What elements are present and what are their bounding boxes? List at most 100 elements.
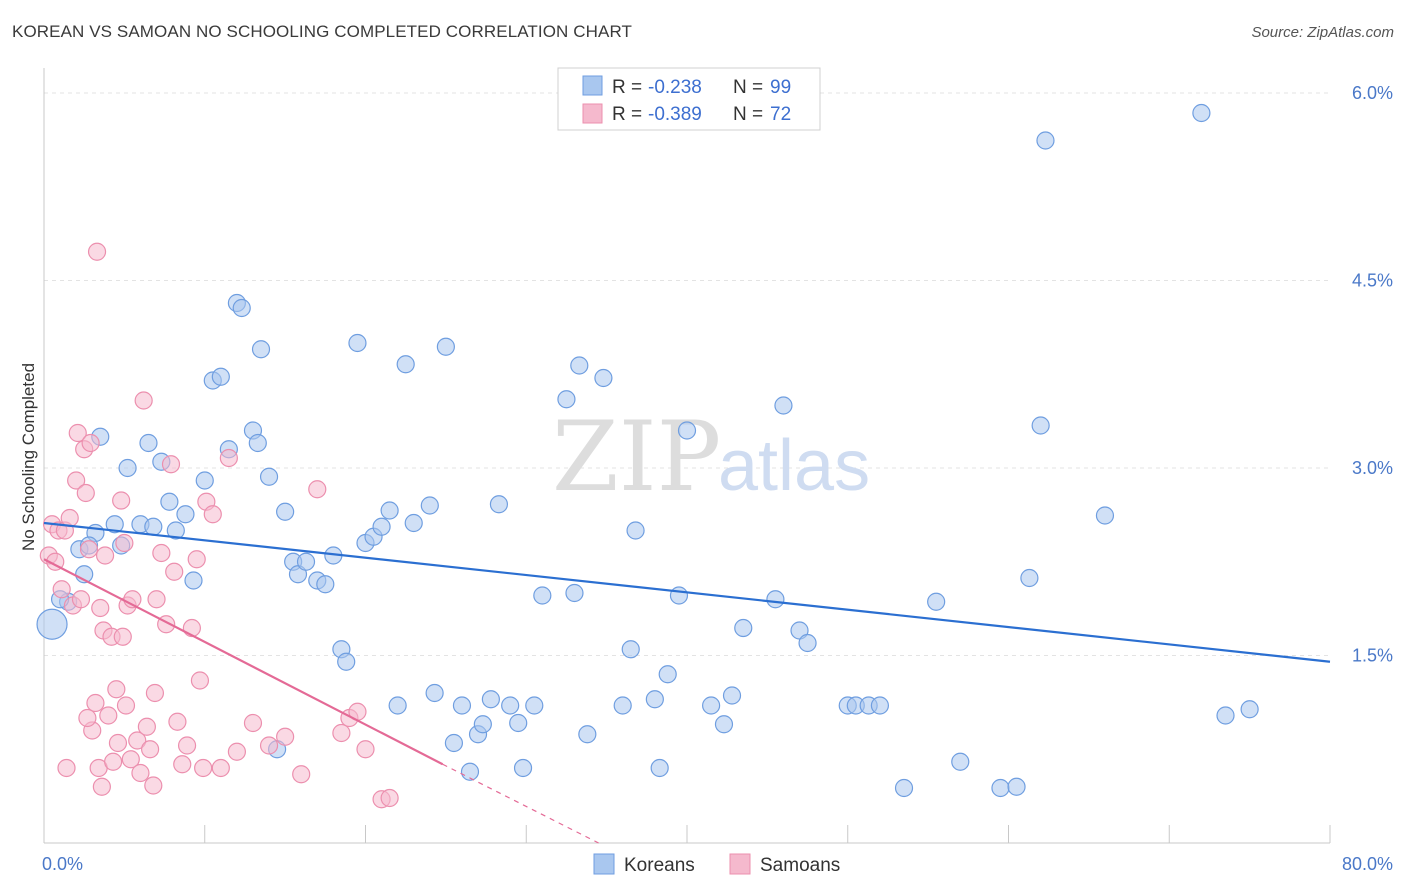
- samoans-point: [87, 242, 107, 261]
- samoans-point: [165, 562, 184, 581]
- koreans-point: [714, 715, 734, 734]
- legend: R = -0.238 N = 99 R = -0.389 N = 72: [557, 67, 821, 131]
- koreans-point: [452, 696, 472, 715]
- koreans-point: [774, 396, 793, 415]
- koreans-point: [232, 298, 251, 318]
- samoans-point: [116, 696, 136, 715]
- samoans-point: [91, 598, 110, 618]
- koreans-point: [509, 713, 528, 733]
- legend-r-label-samoans: R =: [612, 104, 642, 125]
- y-tick-label-0: 1.5%: [1352, 646, 1393, 666]
- chart-title: KOREAN VS SAMOAN NO SCHOOLING COMPLETED …: [12, 22, 632, 41]
- koreans-point: [766, 590, 785, 609]
- legend-r-value-samoans: -0.389: [648, 104, 702, 125]
- bottom-legend-swatch-koreans: [593, 853, 615, 875]
- trend-lines: [43, 521, 1331, 844]
- bottom-legend-label-koreans: Koreans: [624, 855, 695, 876]
- y-tick-label-1: 3.0%: [1352, 458, 1393, 478]
- koreans-point: [734, 618, 753, 638]
- koreans-point: [1216, 706, 1235, 725]
- samoans-point: [276, 727, 295, 746]
- samoans-point: [211, 758, 230, 778]
- samoans-point: [190, 671, 210, 690]
- samoans-point: [168, 712, 187, 731]
- chart-source: Source: ZipAtlas.com: [1251, 24, 1394, 41]
- watermark-atlas: atlas: [718, 426, 870, 506]
- koreans-point: [425, 683, 444, 703]
- y-axis-label: No Schooling Completed: [19, 363, 38, 551]
- legend-n-label-koreans: N =: [733, 77, 763, 98]
- koreans-point: [337, 652, 356, 671]
- koreans-point: [251, 340, 271, 359]
- koreans-point: [481, 690, 500, 709]
- legend-n-value-koreans: 99: [770, 77, 791, 98]
- koreans-point: [658, 665, 677, 684]
- samoans-point: [203, 505, 222, 524]
- koreans-point: [396, 355, 415, 374]
- koreans-point: [139, 433, 158, 453]
- koreans-point: [621, 640, 640, 659]
- koreans-point: [1020, 568, 1039, 588]
- koreans-point: [1036, 131, 1055, 150]
- koreans-point: [36, 608, 68, 640]
- koreans-point: [1031, 416, 1050, 435]
- koreans-point: [565, 583, 584, 603]
- samoans-point: [68, 423, 87, 443]
- samoans-point: [108, 733, 128, 753]
- samoans-point: [182, 618, 201, 638]
- watermark-zip: ZIP: [552, 401, 721, 513]
- koreans-point: [677, 421, 697, 440]
- x-tick-label-max: 80.0%: [1342, 854, 1393, 874]
- legend-n-value-samoans: 72: [770, 104, 791, 125]
- koreans-point: [991, 778, 1010, 798]
- legend-r-value-koreans: -0.238: [648, 77, 702, 98]
- koreans-point: [626, 521, 645, 540]
- koreans-point: [578, 725, 597, 744]
- x-tick-label-min: 0.0%: [42, 854, 83, 874]
- koreans-point: [276, 502, 295, 521]
- koreans-point: [870, 696, 890, 715]
- samoans-point: [112, 491, 131, 510]
- legend-swatch-koreans: [582, 75, 603, 96]
- samoans-point: [145, 683, 165, 703]
- legend-swatch-samoans: [582, 103, 603, 124]
- koreans-trend-line: [43, 521, 1331, 663]
- samoans-point: [147, 590, 166, 609]
- koreans-point: [436, 337, 455, 356]
- samoans-point: [243, 713, 263, 733]
- koreans-point: [570, 356, 589, 375]
- samoans-point: [52, 580, 71, 599]
- bottom-legend-swatch-samoans: [729, 853, 751, 875]
- samoans-point: [140, 740, 160, 759]
- koreans-point: [118, 458, 137, 478]
- koreans-point: [160, 492, 179, 511]
- samoans-point: [81, 433, 100, 453]
- samoans-point: [67, 471, 86, 490]
- koreans-point: [248, 433, 267, 453]
- koreans-point: [195, 471, 214, 490]
- koreans-point: [645, 690, 664, 709]
- koreans-point: [380, 501, 399, 520]
- samoans-point: [115, 533, 134, 553]
- samoans-point: [134, 391, 153, 410]
- watermark: ZIP atlas: [552, 401, 870, 513]
- samoans-point: [173, 755, 192, 774]
- samoans-point: [219, 448, 238, 468]
- data-points: [36, 103, 1259, 809]
- samoans-point: [60, 508, 79, 528]
- samoans-point: [227, 742, 246, 761]
- koreans-point: [525, 696, 544, 715]
- bottom-legend: Koreans Samoans: [593, 853, 840, 876]
- samoans-point: [86, 693, 105, 713]
- koreans-point: [176, 505, 195, 524]
- samoans-point: [78, 708, 97, 728]
- x-tick-marks: [43, 825, 1331, 843]
- koreans-point: [951, 752, 970, 771]
- koreans-point: [798, 633, 817, 653]
- koreans-point: [348, 333, 367, 353]
- koreans-point: [444, 733, 464, 753]
- samoans-point: [144, 776, 163, 795]
- samoans-point: [161, 455, 181, 474]
- koreans-point: [316, 575, 335, 594]
- y-tick-labels: 1.5% 3.0% 4.5% 6.0%: [1352, 83, 1393, 666]
